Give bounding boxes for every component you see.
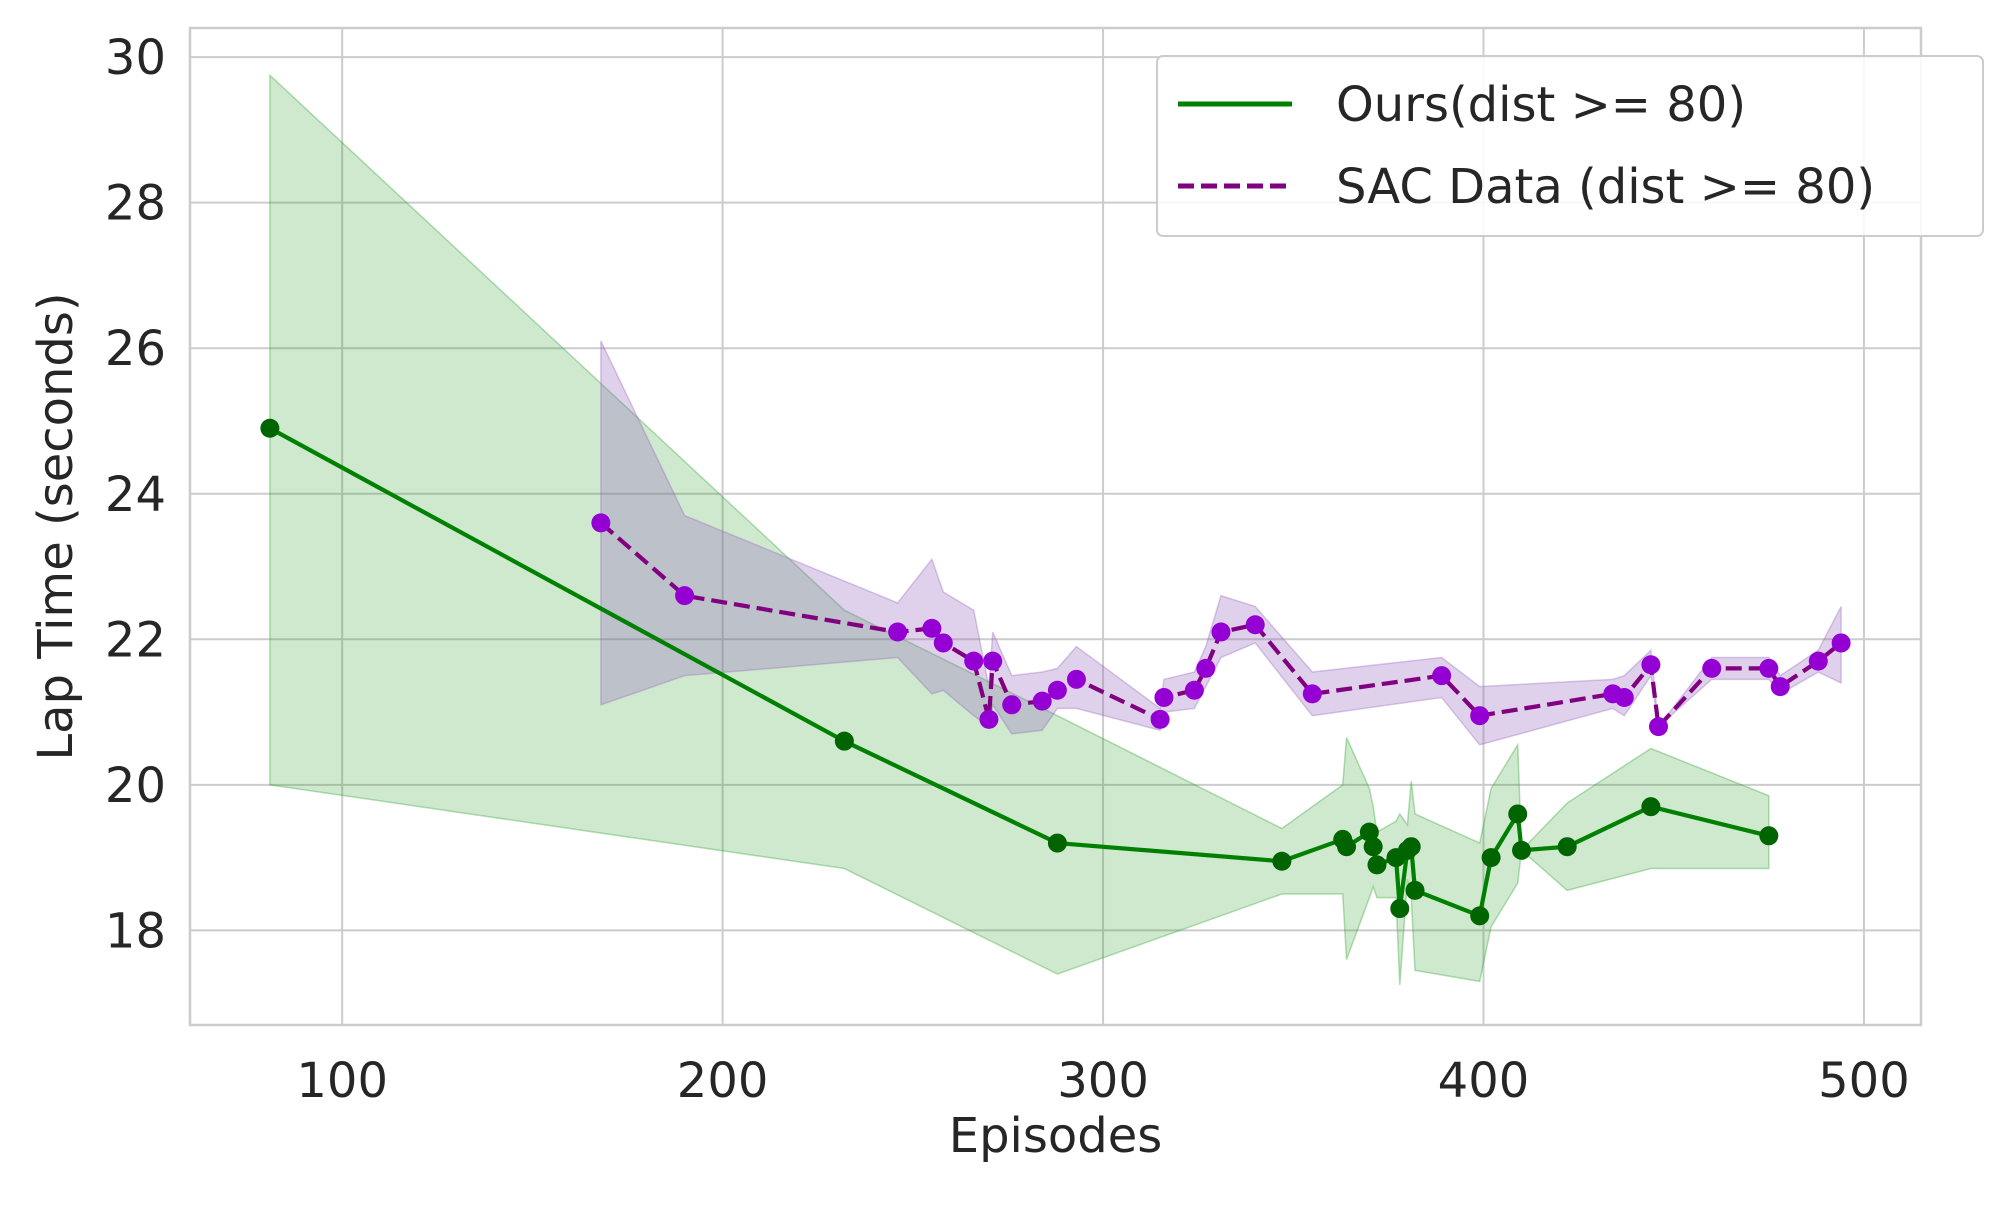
y-tick-label: 18 (105, 903, 166, 959)
point-sac (1154, 688, 1174, 708)
x-tick-labels: 100 200 300 400 500 (296, 1053, 1909, 1109)
point-sac (1808, 651, 1828, 671)
y-tick-label: 28 (105, 176, 166, 232)
point-sac (1702, 658, 1722, 678)
point-ours (260, 418, 280, 438)
point-sac (964, 651, 984, 671)
y-tick-label: 26 (105, 321, 166, 377)
band-sac (600, 340, 1842, 746)
x-tick-label: 300 (1057, 1053, 1149, 1109)
point-ours (1401, 837, 1421, 857)
point-ours (1557, 837, 1577, 857)
plot-frame (188, 26, 1923, 1027)
point-sac (922, 618, 942, 638)
y-tick-label: 20 (105, 758, 166, 814)
point-ours (1390, 899, 1410, 919)
point-ours (1759, 826, 1779, 846)
x-tick-label: 200 (677, 1053, 769, 1109)
point-sac (1196, 658, 1216, 678)
x-tick-label: 100 (296, 1053, 388, 1109)
point-ours (1508, 804, 1528, 824)
point-ours (1367, 855, 1387, 875)
y-tick-label: 24 (105, 467, 166, 523)
band-ours (269, 73, 1770, 986)
y-tick-label: 22 (105, 612, 166, 668)
point-sac (1184, 680, 1204, 700)
legend: Ours(dist >= 80) SAC Data (dist >= 80) (1156, 55, 1984, 237)
point-ours (1405, 880, 1425, 900)
point-ours (1363, 837, 1383, 857)
point-sac (1002, 695, 1022, 715)
y-axis-label: Lap Time (seconds) (28, 292, 84, 760)
point-sac (1032, 691, 1052, 711)
series-line-sac (599, 521, 1843, 729)
legend-label-sac: SAC Data (dist >= 80) (1336, 159, 1875, 215)
x-tick-label: 500 (1818, 1053, 1910, 1109)
point-sac (1432, 666, 1452, 686)
point-ours (1047, 833, 1067, 853)
legend-box (1156, 55, 1984, 237)
point-sac (888, 622, 908, 642)
y-tick-labels: 18 20 22 24 26 28 30 (105, 30, 166, 959)
x-tick-label: 400 (1438, 1053, 1530, 1109)
point-ours (1272, 851, 1292, 871)
point-ours (1512, 840, 1532, 860)
point-ours (1470, 906, 1490, 926)
point-ours (1359, 822, 1379, 842)
series-markers (260, 418, 1851, 926)
point-sac (1211, 622, 1231, 642)
point-sac (1641, 655, 1661, 675)
point-ours (1641, 797, 1661, 817)
point-sac (979, 709, 999, 729)
point-sac (1066, 669, 1086, 689)
point-sac (1470, 706, 1490, 726)
point-sac (1759, 658, 1779, 678)
point-sac (983, 651, 1003, 671)
point-sac (1831, 633, 1851, 653)
point-sac (1047, 680, 1067, 700)
point-sac (933, 633, 953, 653)
point-sac (675, 586, 695, 606)
point-ours (834, 731, 854, 751)
x-axis-label: Episodes (949, 1108, 1163, 1164)
point-sac (1302, 684, 1322, 704)
confidence-bands (269, 73, 1842, 986)
point-sac (591, 513, 611, 533)
grid (190, 28, 1921, 1025)
point-sac (1150, 709, 1170, 729)
point-sac (1648, 717, 1668, 737)
point-sac (1245, 615, 1265, 635)
y-tick-label: 30 (105, 30, 166, 86)
legend-label-ours: Ours(dist >= 80) (1336, 77, 1746, 133)
point-ours (1337, 837, 1357, 857)
point-ours (1481, 848, 1501, 868)
point-sac (1614, 688, 1634, 708)
point-sac (1770, 677, 1790, 697)
